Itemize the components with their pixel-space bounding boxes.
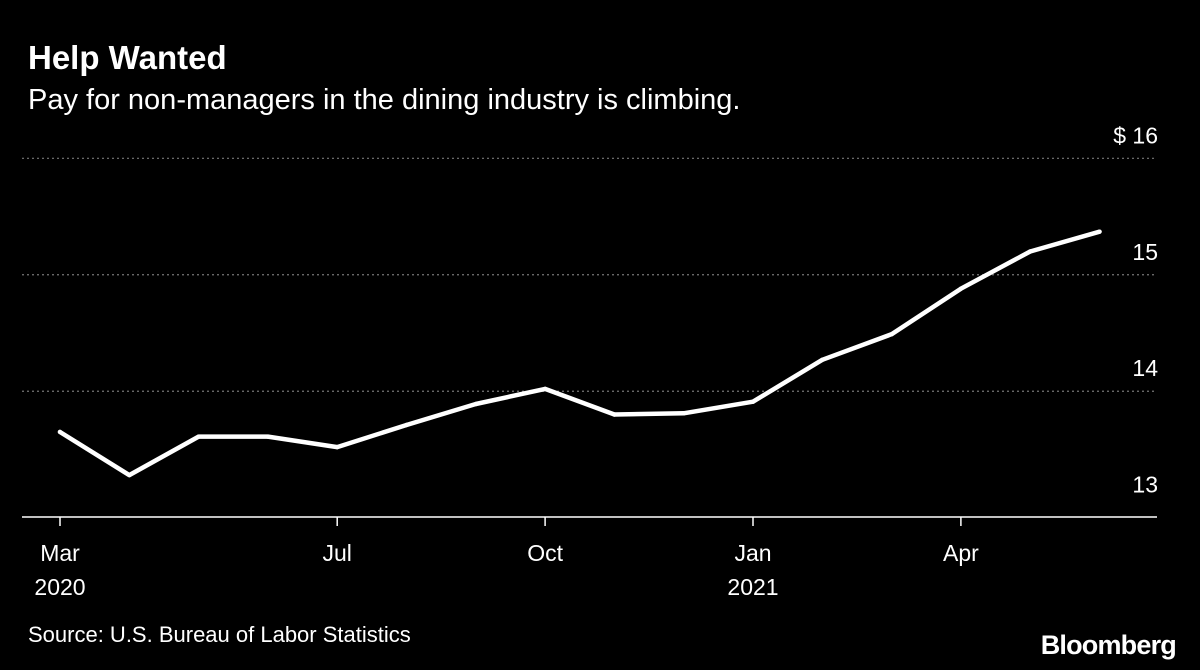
x-tick-label: Apr [943, 540, 979, 566]
x-tick-label: Jan [734, 540, 771, 566]
data-point-4 [335, 444, 340, 450]
data-point-13 [958, 286, 964, 291]
y-axis-labels: 13 14 15 $ 16 [1113, 122, 1158, 497]
gridlines [22, 157, 1157, 392]
x-axis-ticks: Mar 2020 Jul Oct Jan 2021 Apr [34, 517, 979, 600]
data-point-11 [820, 357, 825, 362]
data-point-9 [681, 411, 686, 416]
data-point-14 [1028, 249, 1033, 254]
bloomberg-logo: Bloomberg [1040, 630, 1177, 660]
source-note: Source: U.S. Bureau of Labor Statistics [28, 622, 411, 647]
x-tick-label: Oct [527, 540, 563, 566]
data-point-15 [1097, 229, 1102, 234]
y-tick-label: $ 16 [1113, 122, 1158, 148]
chart-subtitle: Pay for non-managers in the dining indus… [28, 84, 741, 116]
data-point-10 [750, 399, 756, 404]
x-tick-year-label: 2020 [34, 574, 85, 600]
data-point-1 [127, 472, 132, 478]
data-point-7 [542, 386, 548, 392]
data-point-5 [404, 422, 409, 428]
data-point-6 [473, 401, 478, 407]
pay-series-line [57, 229, 1102, 478]
data-point-8 [612, 412, 617, 417]
data-point-3 [265, 434, 271, 439]
data-point-2 [196, 434, 201, 439]
data-points [57, 229, 1102, 478]
chart-title: Help Wanted [28, 39, 227, 76]
data-point-12 [889, 331, 894, 337]
x-tick-label: Jul [322, 540, 351, 566]
x-tick-label: Mar [40, 540, 80, 566]
x-tick-year-label: 2021 [727, 574, 778, 600]
y-tick-label: 14 [1132, 355, 1158, 381]
y-tick-label: 15 [1132, 239, 1158, 265]
y-tick-label: 13 [1132, 472, 1158, 498]
data-point-0 [57, 429, 63, 435]
